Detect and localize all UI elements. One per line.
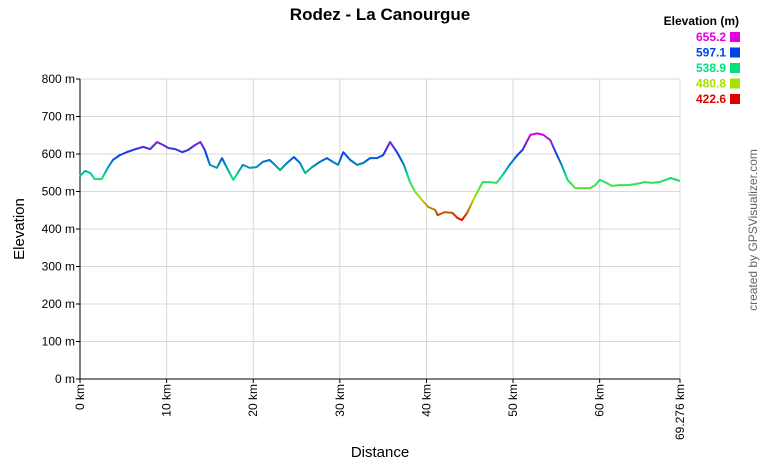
legend-value: 480.8 (696, 77, 726, 91)
legend-value: 597.1 (696, 46, 726, 60)
x-tick-label: 30 km (333, 384, 347, 417)
elevation-line (79, 132, 681, 221)
legend-swatch (730, 47, 740, 58)
y-tick-label: 0 m (55, 372, 75, 386)
chart-title: Rodez - La Canourgue (290, 5, 470, 24)
y-tick-label: 500 m (42, 185, 75, 199)
legend-swatch (730, 63, 740, 73)
y-tick-label: 200 m (42, 297, 75, 311)
y-tick-label: 300 m (42, 260, 75, 274)
legend-title: Elevation (m) (664, 14, 739, 28)
x-tick-label: 10 km (160, 384, 174, 417)
y-tick-label: 100 m (42, 335, 75, 349)
legend-swatch (730, 32, 740, 42)
legend-value: 538.9 (696, 61, 726, 75)
y-tick-label: 400 m (42, 222, 75, 236)
credit: created by GPSVisualizer.com (746, 149, 760, 311)
x-tick-label: 0 km (73, 384, 87, 410)
x-tick-label: 50 km (506, 384, 520, 417)
x-tick-label: 60 km (593, 384, 607, 417)
legend-swatch (730, 94, 740, 104)
y-tick-label: 600 m (42, 147, 75, 161)
y-axis-label: Elevation (11, 198, 28, 260)
legend-value: 655.2 (696, 30, 726, 44)
y-tick-label: 800 m (42, 72, 75, 86)
x-tick-label: 40 km (419, 384, 433, 417)
x-tick-label: 69.276 km (673, 384, 687, 440)
legend-value: 422.6 (696, 92, 726, 106)
x-tick-label: 20 km (246, 384, 260, 417)
y-tick-label: 700 m (42, 110, 75, 124)
x-axis-label: Distance (351, 444, 409, 460)
legend-swatch (730, 78, 740, 89)
